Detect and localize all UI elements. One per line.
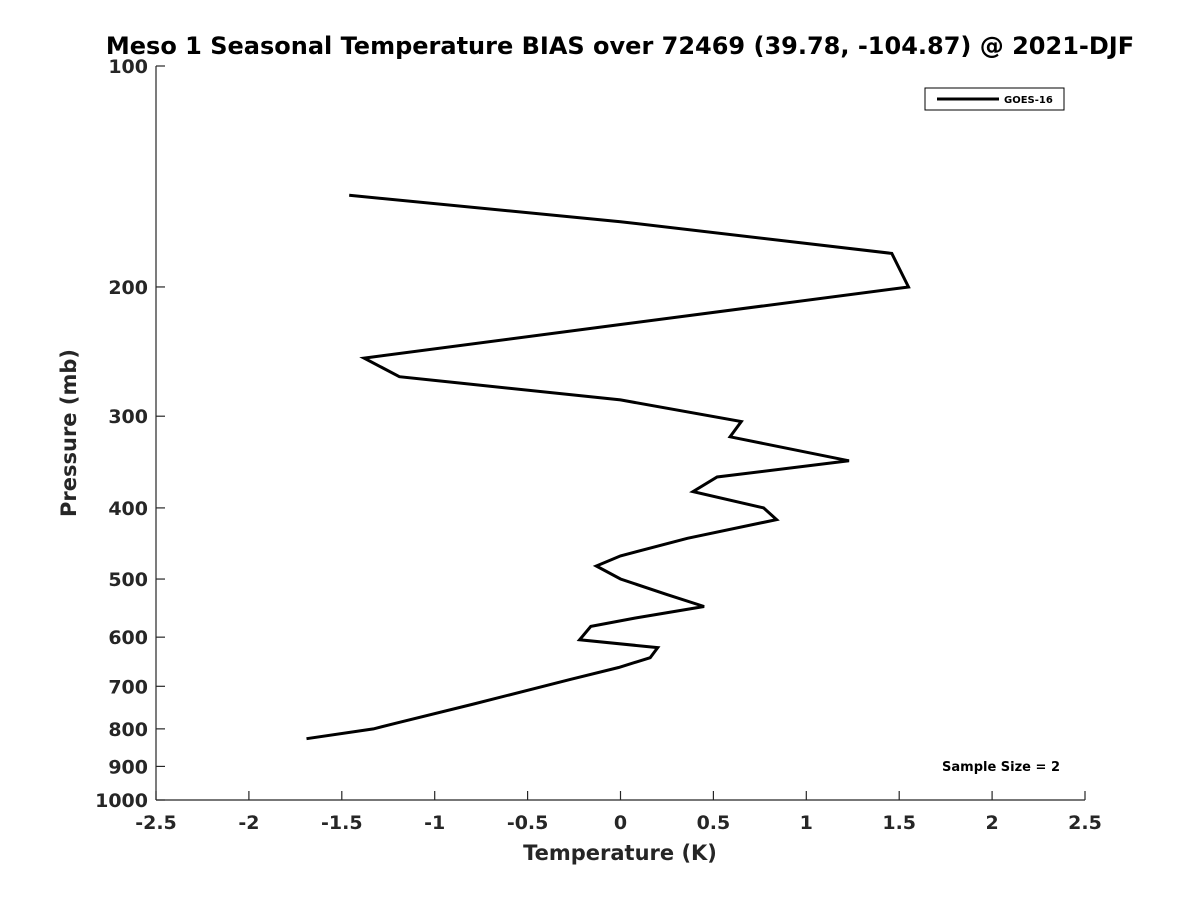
- y-ticks: 100 200 300 400 500 600 700 800 900 1000: [95, 56, 165, 812]
- y-tick-label: 300: [108, 406, 148, 428]
- x-ticks: -2.5 -2 -1.5 -1 -0.5 0 0.5 1 1.5 2 2.5: [135, 791, 1102, 834]
- series-line-goes16: [306, 193, 911, 741]
- x-tick-label: -2.5: [135, 812, 177, 834]
- x-tick-label: -2: [238, 812, 259, 834]
- x-tick-label: 2.5: [1068, 812, 1102, 834]
- axes: [155, 66, 1085, 801]
- y-axis-label: Pressure (mb): [57, 349, 81, 517]
- x-tick-label: 2: [985, 812, 998, 834]
- legend[interactable]: GOES-16: [924, 87, 1065, 111]
- x-tick-label: 0: [614, 812, 627, 834]
- y-tick-label: 100: [108, 56, 148, 78]
- x-tick-label: -1: [424, 812, 445, 834]
- x-tick-label: 1: [800, 812, 813, 834]
- x-tick-label: -0.5: [507, 812, 549, 834]
- sample-size-annotation: Sample Size = 2: [942, 760, 1060, 775]
- series-group: [306, 193, 911, 741]
- x-axis-label: Temperature (K): [523, 841, 717, 865]
- x-tick-label: 1.5: [882, 812, 916, 834]
- y-tick-label: 500: [108, 569, 148, 591]
- y-tick-label: 400: [108, 498, 148, 520]
- x-tick-label: 0.5: [697, 812, 731, 834]
- y-tick-label: 900: [108, 756, 148, 778]
- x-tick-label: -1.5: [321, 812, 363, 834]
- y-tick-label: 700: [108, 676, 148, 698]
- y-tick-label: 200: [108, 277, 148, 299]
- y-tick-label: 800: [108, 719, 148, 741]
- y-tick-label: 600: [108, 627, 148, 649]
- chart-title: Meso 1 Seasonal Temperature BIAS over 72…: [106, 32, 1134, 60]
- legend-label-goes16: GOES-16: [1004, 95, 1053, 106]
- y-tick-label: 1000: [95, 790, 148, 812]
